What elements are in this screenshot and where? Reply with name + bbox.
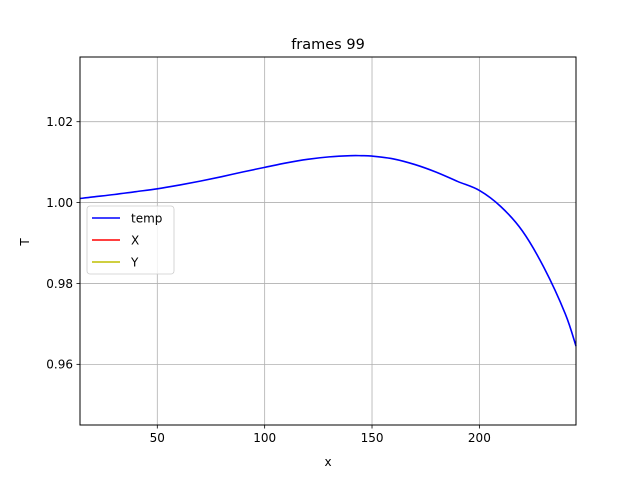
y-tick-label: 0.96: [46, 358, 73, 372]
x-tick-label: 200: [468, 431, 491, 445]
legend-box: [86, 205, 175, 275]
y-tick-label: 1.02: [46, 115, 73, 129]
y-axis-label: T: [18, 238, 32, 247]
y-tick-label: 1.00: [46, 196, 73, 210]
x-axis-label: x: [324, 455, 331, 469]
grid: [80, 57, 576, 425]
legend: temp XY: [86, 205, 175, 275]
series-layer: [79, 154, 577, 347]
series-line-temp: [79, 154, 577, 347]
legend-label-x: X: [131, 233, 139, 247]
x-tick-label: 50: [150, 431, 165, 445]
chart-title: frames 99: [291, 37, 365, 53]
y-tick-label: 0.98: [46, 277, 73, 291]
ticks: 50 100 150 200 0.96 0.98 1.00 1.02: [46, 115, 491, 445]
x-tick-label: 100: [253, 431, 276, 445]
plot-frame: [79, 56, 577, 426]
x-tick-label: 150: [361, 431, 384, 445]
legend-label-y: Y: [130, 255, 139, 269]
legend-label-temp: temp: [131, 211, 162, 225]
